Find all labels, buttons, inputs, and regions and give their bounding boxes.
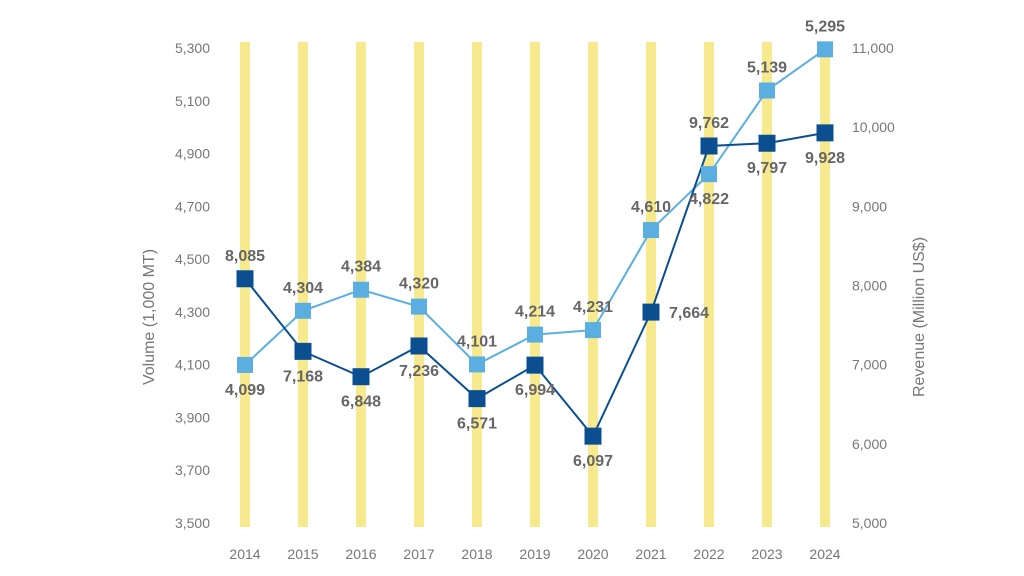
x-tick-label: 2024 [809, 546, 840, 562]
x-tick-label: 2019 [519, 546, 550, 562]
year-bar-2019 [530, 42, 540, 527]
series-2-data-label: 7,168 [283, 368, 323, 385]
series-2-data-label: 9,762 [689, 115, 729, 132]
y-right-tick-label: 8,000 [852, 278, 887, 294]
series-markers [236, 41, 834, 445]
y-left-tick-label: 4,700 [175, 198, 210, 214]
series-2-marker [642, 303, 660, 321]
series-2-marker [468, 390, 486, 408]
series-1-marker [353, 281, 369, 298]
year-bar-2022 [704, 42, 714, 527]
series-2-marker [584, 427, 602, 445]
series-1-marker [527, 326, 543, 343]
series-1-marker [295, 302, 311, 319]
y-right-tick-label: 7,000 [852, 357, 887, 373]
series-1-marker [585, 322, 601, 339]
series-1-marker [701, 166, 717, 183]
y-right-tick-label: 10,000 [852, 119, 895, 135]
axis-ticks: 2014 2015 2016 2017 2018 2019 2020 2021 2022 2023… [175, 40, 895, 562]
year-bar-2023 [762, 42, 772, 527]
y-left-tick-label: 3,700 [175, 462, 210, 478]
series-1-data-label: 4,099 [225, 382, 265, 399]
series-2-data-label: 9,928 [805, 150, 845, 167]
y-left-tick-label: 4,100 [175, 357, 210, 373]
series-1-marker [759, 82, 775, 99]
series-2-marker [526, 356, 544, 374]
x-tick-label: 2020 [577, 546, 608, 562]
y-left-tick-label: 3,900 [175, 409, 210, 425]
series-2-marker [758, 134, 776, 152]
series-2-marker [700, 137, 718, 155]
year-bar-2015 [298, 42, 308, 527]
y-right-tick-label: 11,000 [852, 40, 894, 56]
series-2-data-label: 6,571 [457, 416, 497, 433]
series-2-data-label: 7,236 [399, 363, 439, 380]
series-1-marker [237, 356, 253, 373]
series-2-data-label: 9,797 [747, 160, 787, 177]
series-2-marker [236, 270, 254, 288]
y-left-tick-label: 4,900 [175, 146, 210, 162]
series-1-data-label: 4,610 [631, 199, 671, 216]
x-tick-label: 2016 [345, 546, 376, 562]
x-tick-label: 2014 [229, 546, 260, 562]
year-bar-2017 [414, 42, 424, 527]
year-bar-2024 [820, 42, 830, 527]
year-highlight-bars [240, 42, 830, 527]
series-2-data-label: 6,994 [515, 382, 555, 399]
y-axis-left-title: Volume (1,000 MT) [141, 249, 158, 385]
year-bar-2020 [588, 42, 598, 527]
y-left-tick-label: 5,300 [175, 40, 210, 56]
y-axis-right-title: Revenue (Million US$) [911, 237, 928, 397]
y-left-tick-label: 4,300 [175, 304, 210, 320]
y-left-tick-label: 4,500 [175, 251, 210, 267]
y-right-tick-label: 9,000 [852, 198, 887, 214]
x-tick-label: 2017 [403, 546, 434, 562]
x-tick-label: 2021 [635, 546, 666, 562]
series-1-marker [643, 222, 659, 239]
y-right-tick-label: 5,000 [852, 515, 887, 531]
series-2-marker [816, 124, 834, 142]
series-2-data-label: 7,664 [669, 305, 709, 322]
y-left-tick-label: 5,100 [175, 93, 210, 109]
series-1-data-label: 4,214 [515, 304, 555, 321]
series-1-data-label: 4,304 [283, 280, 323, 297]
series-2-data-label: 8,085 [225, 248, 265, 265]
year-bar-2018 [472, 42, 482, 527]
series-2-marker [294, 342, 312, 360]
x-tick-label: 2022 [693, 546, 724, 562]
series-1-marker [817, 41, 833, 58]
series-1-data-label: 4,384 [341, 259, 381, 276]
series-1-marker [469, 356, 485, 373]
series-2-data-label: 6,848 [341, 394, 381, 411]
x-tick-label: 2018 [461, 546, 492, 562]
series-2-marker [352, 368, 370, 386]
series-1-marker [411, 298, 427, 315]
year-bar-2021 [646, 42, 656, 527]
series-1-data-label: 4,101 [457, 333, 497, 350]
y-right-tick-label: 6,000 [852, 436, 887, 452]
data-labels: 4,099 4,304 4,384 4,320 4,101 4,214 4,231 4,610… [225, 18, 845, 470]
series-1-data-label: 4,320 [399, 276, 439, 293]
series-1-data-label: 4,231 [573, 299, 613, 316]
series-2-data-label: 6,097 [573, 453, 613, 470]
series-1-data-label: 5,139 [747, 59, 787, 76]
x-tick-label: 2023 [751, 546, 782, 562]
series-2-marker [410, 337, 428, 355]
y-left-tick-label: 3,500 [175, 515, 210, 531]
x-tick-label: 2015 [287, 546, 318, 562]
series-1-data-label: 4,822 [689, 191, 729, 208]
series-1-data-label: 5,295 [805, 18, 845, 35]
